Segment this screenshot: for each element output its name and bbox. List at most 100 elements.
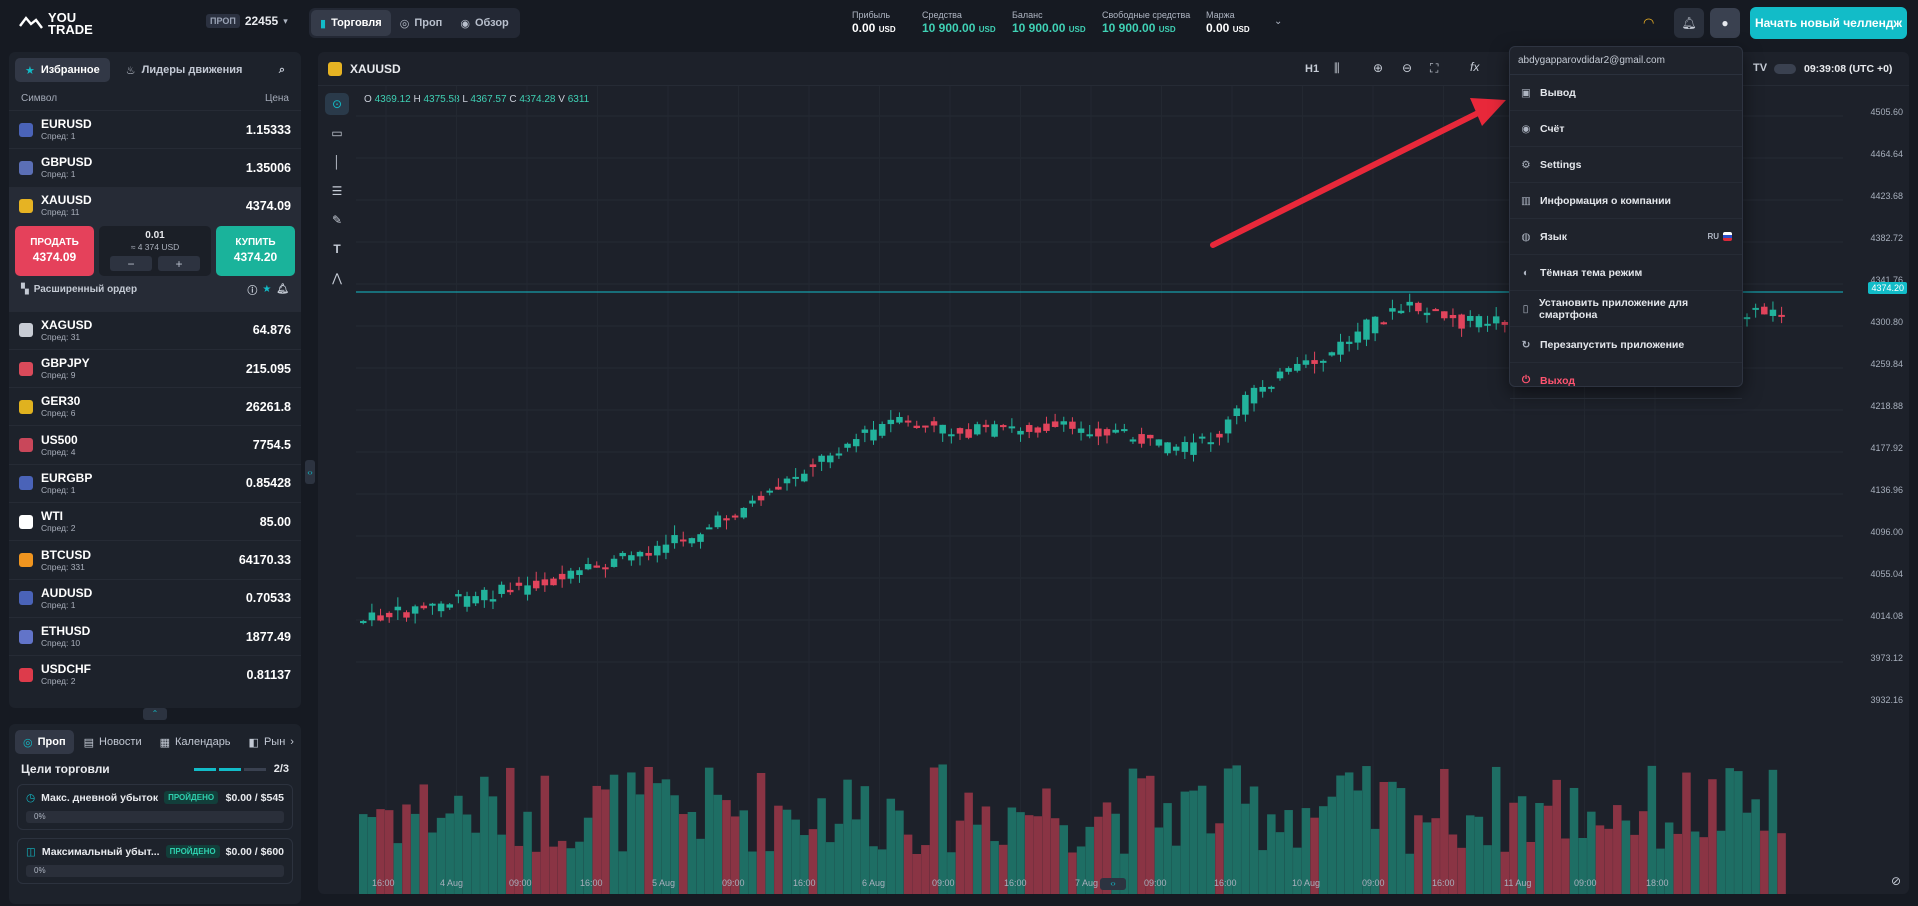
- candle-body: [1164, 442, 1171, 454]
- watchlist-row[interactable]: GBPJPY Спред: 9 215.095: [9, 348, 301, 387]
- goal-max-loss[interactable]: ◫ Максимальный убыт... ПРОЙДЕНО $0.00 / $60…: [17, 838, 293, 884]
- mode-prop[interactable]: ◎ Проп: [391, 10, 452, 36]
- menu-item-refresh[interactable]: ↻ Перезапустить приложение: [1510, 327, 1742, 363]
- y-tick-label: 4464.64: [1870, 149, 1903, 159]
- candle-body: [1025, 425, 1033, 432]
- watchlist-row[interactable]: ETHUSD Спред: 10 1877.49: [9, 616, 301, 655]
- candle-body: [437, 603, 445, 612]
- watchlist-row[interactable]: AUDUSD Спред: 1 0.70533: [9, 578, 301, 617]
- volume-bar: [1163, 803, 1172, 894]
- panel-collapse-handle[interactable]: ‹›: [305, 460, 315, 484]
- zoom-out-icon[interactable]: ⊖: [1402, 61, 1413, 75]
- volume-bar: [1275, 832, 1285, 894]
- symbol-flag-icon: [19, 553, 33, 568]
- volume-bar: [1578, 838, 1587, 894]
- volume-bar: [1111, 813, 1120, 894]
- candle-type-icon[interactable]: ⫼: [1334, 61, 1340, 75]
- tab-prop[interactable]: ◎ Проп: [15, 730, 74, 754]
- tab-favorites[interactable]: ★ Избранное: [15, 58, 110, 82]
- chart-settings-icon[interactable]: ⊘: [1890, 874, 1901, 888]
- profile-button[interactable]: ●: [1710, 8, 1740, 38]
- info-icon[interactable]: ⓘ: [247, 285, 258, 297]
- advanced-order-link[interactable]: Расширенный ордер: [33, 283, 138, 295]
- menu-item-globe[interactable]: ◍ Язык RU: [1510, 219, 1742, 255]
- brush-tool[interactable]: ✎: [325, 209, 349, 231]
- tab-market[interactable]: ◧ Рын ›: [241, 730, 301, 754]
- price-chart[interactable]: [318, 52, 1909, 894]
- menu-item-label: Счёт: [1540, 122, 1565, 135]
- watchlist-scroll-handle[interactable]: ⌃: [143, 708, 167, 720]
- mode-trading[interactable]: ▮ Торговля: [311, 10, 391, 36]
- sell-button[interactable]: ПРОДАТЬ 4374.09: [15, 225, 94, 276]
- crosshair-tool[interactable]: ⊙: [325, 93, 349, 115]
- menu-item-logout[interactable]: ⏻ Выход: [1510, 363, 1742, 399]
- tab-calendar[interactable]: ▦ Календарь: [152, 730, 239, 754]
- quantity-value[interactable]: 0.01: [145, 230, 165, 242]
- search-button[interactable]: ⌕: [269, 58, 295, 82]
- ruler-tool[interactable]: ▭: [325, 122, 349, 144]
- candle-body: [1069, 421, 1076, 429]
- candle-body: [775, 486, 782, 490]
- candle-body: [1743, 317, 1751, 320]
- logo[interactable]: YOU TRADE: [18, 11, 93, 36]
- line-tool[interactable]: │: [325, 151, 349, 173]
- symbol-name: EURUSD: [41, 117, 92, 132]
- ohlc-open: 4369.12: [374, 94, 411, 105]
- watchlist-row[interactable]: BTCUSD Спред: 331 64170.33: [9, 540, 301, 578]
- candle-body: [1242, 394, 1249, 415]
- stats-expand-chevron-icon[interactable]: ⌄: [1274, 16, 1283, 27]
- buy-button[interactable]: КУПИТЬ 4374.20: [216, 225, 295, 276]
- y-tick-label: 4341.76: [1870, 275, 1903, 285]
- text-icon: T: [333, 242, 341, 256]
- account-selector[interactable]: ПРОП 22455 ▾: [206, 14, 288, 28]
- watchlist-row[interactable]: GBPUSD Спред: 1 1.35006: [9, 148, 301, 186]
- timeframe-button[interactable]: H1: [1305, 63, 1320, 75]
- pattern-tool[interactable]: ⋀: [325, 267, 349, 289]
- watchlist-row[interactable]: US500 Спред: 4 7754.5: [9, 425, 301, 463]
- notifications-button[interactable]: 🔔︎: [1674, 8, 1704, 38]
- candle-body: [1129, 439, 1137, 442]
- stat-label: Средства: [922, 10, 962, 20]
- symbol-price: 85.00: [259, 514, 291, 529]
- bell-icon[interactable]: 🔔︎: [276, 283, 289, 295]
- building-icon: ▥: [1521, 194, 1531, 207]
- chevron-right-icon[interactable]: ›: [290, 736, 294, 748]
- watchlist-row[interactable]: EURUSD Спред: 1 1.15333: [9, 110, 301, 148]
- decrease-button[interactable]: −: [110, 256, 152, 272]
- candle-body: [429, 603, 436, 606]
- zoom-in-icon[interactable]: ⊕: [1373, 61, 1384, 75]
- mode-overview[interactable]: ◉ Обзор: [451, 10, 517, 36]
- tab-top-movers[interactable]: ♨ Лидеры движения: [116, 58, 253, 82]
- watchlist-row[interactable]: WTI Спред: 2 85.00: [9, 502, 301, 540]
- watchlist-row[interactable]: EURGBP Спред: 1 0.85428: [9, 463, 301, 502]
- volume-bar: [1656, 848, 1665, 894]
- text-tool[interactable]: T: [325, 238, 349, 260]
- time-scroll-handle[interactable]: ‹›: [1100, 878, 1126, 890]
- menu-item-building[interactable]: ▥ Информация о компании: [1510, 183, 1742, 219]
- menu-item-phone[interactable]: ▯ Установить приложение для смартфона: [1510, 291, 1742, 327]
- menu-item-gear[interactable]: ⚙ Settings: [1510, 147, 1742, 183]
- watchlist-row[interactable]: XAUUSD Спред: 11 4374.09 ПРОДАТЬ 4374.09 0…: [9, 186, 301, 311]
- chart-symbol[interactable]: XAUUSD: [350, 62, 401, 76]
- increase-button[interactable]: +: [158, 256, 200, 272]
- goal-daily-loss[interactable]: ◷ Макс. дневной убыток ПРОЙДЕНО $0.00 / $54…: [17, 784, 293, 830]
- volume-bar: [549, 846, 558, 894]
- symbol-spread: Спред: 31: [41, 331, 81, 342]
- menu-item-account[interactable]: ◉ Счёт: [1510, 111, 1742, 147]
- menu-item-label: Установить приложение для смартфона: [1539, 296, 1689, 321]
- watchlist-row[interactable]: GER30 Спред: 6 26261.8: [9, 387, 301, 425]
- volume-bar: [1206, 833, 1216, 894]
- menu-item-toggle[interactable]: ◐ Тёмная тема режим: [1510, 255, 1742, 291]
- star-icon[interactable]: ★: [262, 283, 272, 295]
- start-challenge-button[interactable]: Начать новый челлендж: [1750, 7, 1907, 39]
- toggle-switch[interactable]: [1774, 64, 1796, 74]
- indicators-icon[interactable]: fx: [1470, 60, 1480, 74]
- tab-news[interactable]: ▤ Новости: [76, 730, 150, 754]
- stat-margin: Маржа 0.00 USD: [1206, 10, 1250, 37]
- x-tick-label: 09:00: [1362, 878, 1385, 888]
- fib-tool[interactable]: ☰: [325, 180, 349, 202]
- menu-item-withdraw[interactable]: ▣ Вывод: [1510, 75, 1742, 111]
- watchlist-row[interactable]: XAGUSD Спред: 31 64.876: [9, 310, 301, 349]
- watchlist-row[interactable]: USDCHF Спред: 2 0.81137: [9, 655, 301, 693]
- fullscreen-icon[interactable]: ⛶: [1430, 61, 1439, 75]
